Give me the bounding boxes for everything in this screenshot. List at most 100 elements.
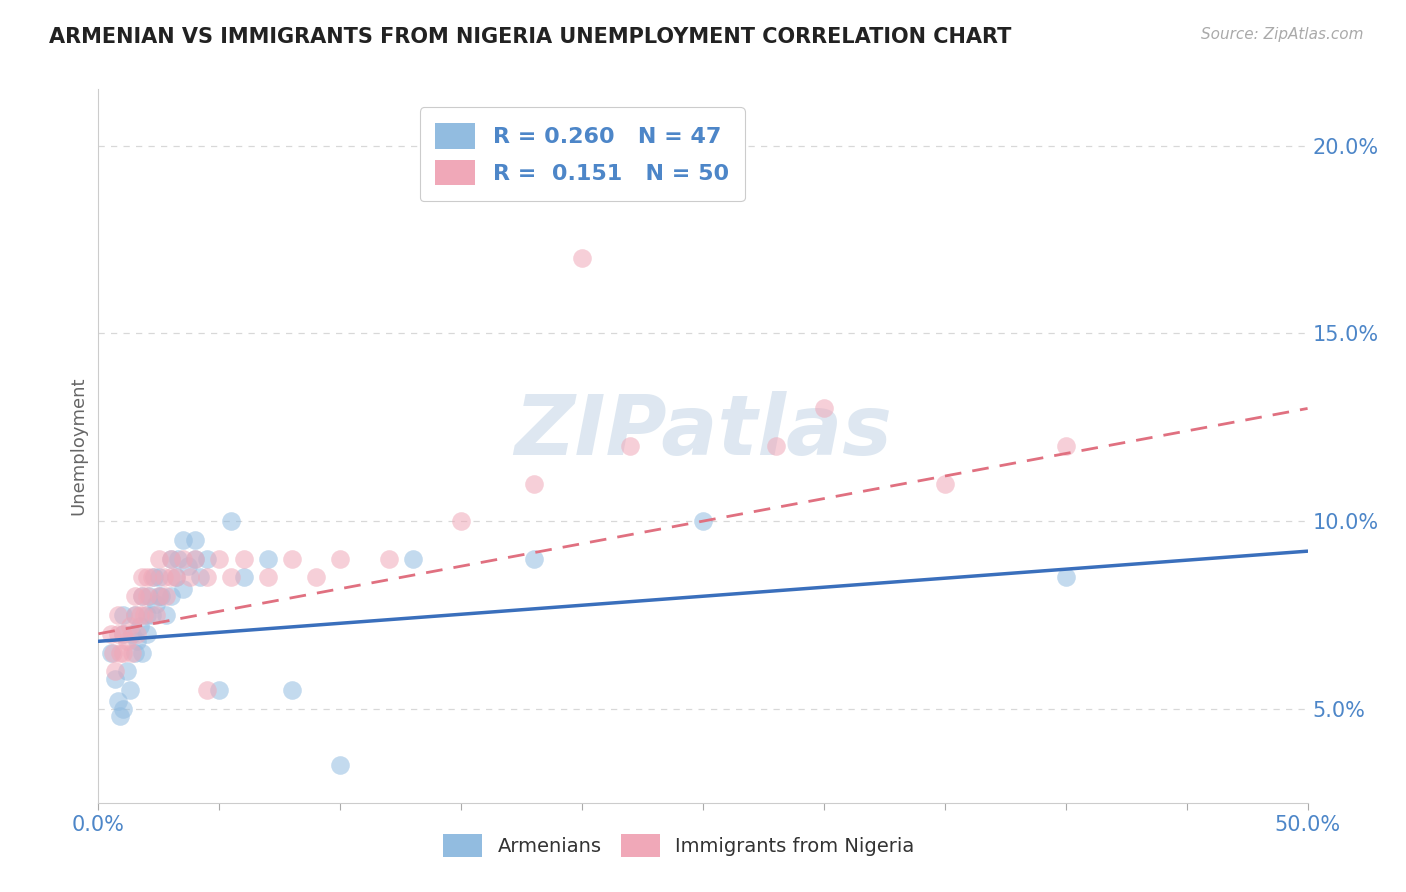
Point: [184, 533, 207, 547]
Point: [111, 702, 134, 716]
Point: [221, 570, 243, 584]
Point: [135, 589, 157, 603]
Point: [172, 533, 194, 547]
Point: [184, 551, 207, 566]
Point: [256, 570, 278, 584]
Point: [177, 559, 200, 574]
Point: [111, 627, 134, 641]
Point: [281, 683, 304, 698]
Point: [232, 551, 254, 566]
Point: [100, 646, 122, 660]
Point: [1054, 570, 1077, 584]
Point: [450, 514, 472, 528]
Point: [188, 570, 211, 584]
Point: [1054, 439, 1077, 453]
Point: [145, 597, 167, 611]
Point: [281, 551, 304, 566]
Point: [172, 551, 194, 566]
Point: [111, 607, 134, 622]
Point: [232, 570, 254, 584]
Point: [134, 607, 156, 622]
Point: [127, 634, 149, 648]
Point: [108, 709, 131, 723]
Point: [377, 551, 399, 566]
Point: [131, 589, 153, 603]
Point: [135, 607, 157, 622]
Point: [160, 589, 183, 603]
Text: ARMENIAN VS IMMIGRANTS FROM NIGERIA UNEMPLOYMENT CORRELATION CHART: ARMENIAN VS IMMIGRANTS FROM NIGERIA UNEM…: [49, 27, 1011, 46]
Point: [118, 683, 141, 698]
Point: [329, 758, 352, 772]
Point: [131, 570, 153, 584]
Point: [150, 589, 173, 603]
Point: [121, 627, 143, 641]
Point: [523, 551, 546, 566]
Point: [165, 570, 187, 584]
Point: [107, 694, 129, 708]
Point: [195, 570, 218, 584]
Point: [138, 589, 160, 603]
Point: [402, 551, 425, 566]
Point: [208, 683, 231, 698]
Legend: Armenians, Immigrants from Nigeria: Armenians, Immigrants from Nigeria: [436, 826, 922, 864]
Point: [160, 551, 183, 566]
Point: [155, 607, 177, 622]
Point: [523, 476, 546, 491]
Point: [101, 646, 124, 660]
Point: [131, 646, 153, 660]
Point: [208, 551, 231, 566]
Point: [152, 570, 174, 584]
Point: [765, 439, 787, 453]
Point: [195, 683, 218, 698]
Point: [104, 672, 127, 686]
Point: [934, 476, 956, 491]
Point: [131, 589, 153, 603]
Point: [148, 589, 170, 603]
Point: [148, 589, 170, 603]
Point: [221, 514, 243, 528]
Point: [121, 646, 143, 660]
Point: [111, 627, 134, 641]
Point: [184, 551, 207, 566]
Point: [108, 646, 131, 660]
Point: [160, 570, 183, 584]
Point: [117, 634, 139, 648]
Point: [155, 589, 177, 603]
Text: ZIPatlas: ZIPatlas: [515, 392, 891, 472]
Point: [128, 607, 150, 622]
Point: [128, 619, 150, 633]
Point: [619, 439, 641, 453]
Point: [167, 551, 190, 566]
Point: [117, 665, 139, 679]
Point: [692, 514, 714, 528]
Point: [148, 570, 170, 584]
Point: [141, 570, 163, 584]
Point: [172, 582, 194, 596]
Point: [124, 607, 146, 622]
Point: [127, 627, 149, 641]
Point: [195, 551, 218, 566]
Point: [135, 570, 157, 584]
Point: [124, 646, 146, 660]
Point: [135, 627, 157, 641]
Point: [118, 619, 141, 633]
Point: [100, 627, 122, 641]
Point: [143, 570, 166, 584]
Point: [160, 551, 183, 566]
Point: [305, 570, 328, 584]
Point: [165, 570, 187, 584]
Point: [256, 551, 278, 566]
Point: [179, 570, 201, 584]
Point: [124, 607, 146, 622]
Point: [145, 607, 167, 622]
Point: [107, 607, 129, 622]
Point: [813, 401, 835, 416]
Point: [571, 251, 593, 265]
Point: [107, 627, 129, 641]
Point: [141, 607, 163, 622]
Point: [329, 551, 352, 566]
Point: [111, 646, 134, 660]
Y-axis label: Unemployment: Unemployment: [69, 376, 87, 516]
Point: [104, 665, 127, 679]
Point: [148, 551, 170, 566]
